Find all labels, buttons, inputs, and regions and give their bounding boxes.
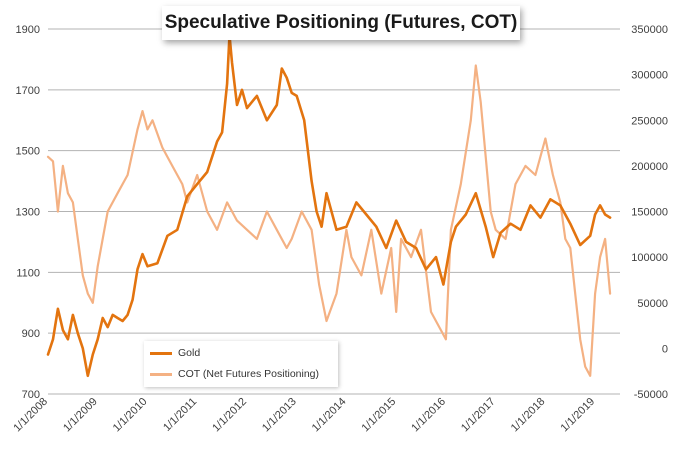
right-tick-3: 100000 xyxy=(631,252,668,264)
left-axis-tick-labels: 700 900 1100 1300 1500 1700 1900 xyxy=(16,24,40,401)
legend-entry-cot: COT (Net Futures Positioning) xyxy=(150,368,319,380)
left-tick-0: 700 xyxy=(22,389,40,401)
x-tick-7: 1/1/2015 xyxy=(360,396,399,435)
right-tick-4: 150000 xyxy=(631,207,668,219)
legend-label-cot: COT (Net Futures Positioning) xyxy=(178,368,320,380)
x-tick-1: 1/1/2009 xyxy=(61,396,100,435)
right-tick-1: 0 xyxy=(662,343,668,355)
right-tick-2: 50000 xyxy=(637,298,668,310)
series-line-gold xyxy=(46,33,612,378)
x-tick-6: 1/1/2014 xyxy=(310,396,349,435)
right-tick-8: 350000 xyxy=(631,24,668,36)
legend: Gold COT (Net Futures Positioning) xyxy=(144,341,338,387)
x-tick-9: 1/1/2017 xyxy=(459,396,498,435)
left-tick-4: 1500 xyxy=(16,146,40,158)
left-tick-3: 1300 xyxy=(16,207,40,219)
left-tick-5: 1700 xyxy=(16,85,40,97)
legend-swatch-cot xyxy=(150,372,172,376)
right-tick-7: 300000 xyxy=(631,70,668,82)
left-tick-1: 900 xyxy=(22,328,40,340)
x-tick-8: 1/1/2016 xyxy=(409,396,448,435)
x-tick-5: 1/1/2013 xyxy=(260,396,299,435)
legend-label-gold: Gold xyxy=(178,347,201,359)
x-tick-10: 1/1/2018 xyxy=(509,396,548,435)
right-tick-6: 250000 xyxy=(631,115,668,127)
chart-title: Speculative Positioning (Futures, COT) xyxy=(162,6,520,40)
left-tick-6: 1900 xyxy=(16,24,40,36)
right-axis-tick-labels: -50000 0 50000 100000 150000 200000 250000 3000… xyxy=(631,24,668,401)
x-tick-3: 1/1/2011 xyxy=(161,396,199,434)
x-tick-4: 1/1/2012 xyxy=(210,396,249,435)
legend-swatch-gold xyxy=(150,351,172,355)
series-lines xyxy=(46,33,612,378)
legend-entry-gold: Gold xyxy=(150,347,200,359)
x-tick-0: 1/1/2008 xyxy=(11,396,50,435)
left-tick-2: 1100 xyxy=(16,267,40,279)
right-tick-5: 200000 xyxy=(631,161,668,173)
series-line-cot xyxy=(46,64,612,377)
x-tick-2: 1/1/2010 xyxy=(111,396,150,435)
right-tick-0: -50000 xyxy=(634,389,668,401)
x-axis-tick-labels: 1/1/2008 1/1/2009 1/1/2010 1/1/2011 1/1/2012… xyxy=(11,396,597,435)
gridlines xyxy=(48,28,620,395)
x-tick-11: 1/1/2019 xyxy=(558,396,597,435)
